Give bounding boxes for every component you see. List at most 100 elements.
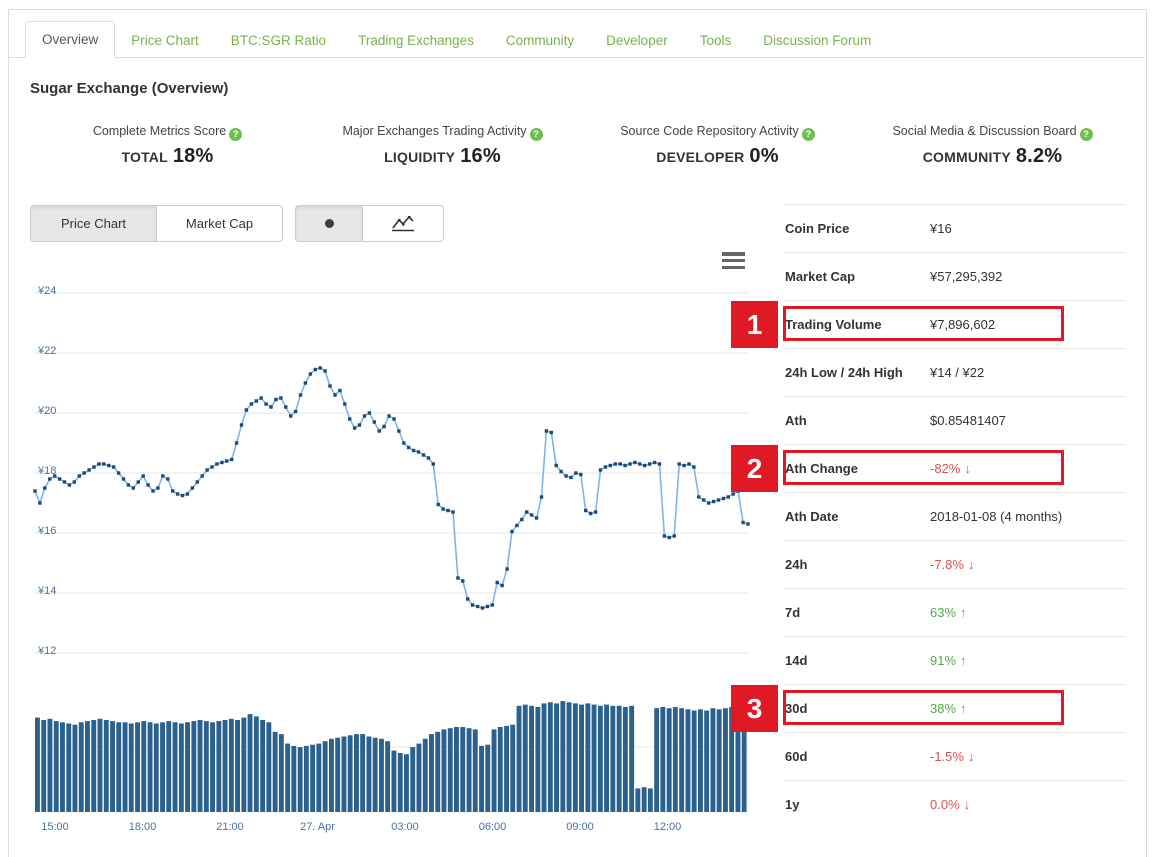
som-marker-2: 2 bbox=[731, 445, 778, 492]
tab-developer[interactable]: Developer bbox=[590, 23, 684, 58]
table-row-coin-price: Coin Price¥16 bbox=[785, 205, 1125, 253]
row-label: Coin Price bbox=[785, 221, 930, 236]
table-row-ath-date: Ath Date2018-01-08 (4 months) bbox=[785, 493, 1125, 541]
price-gridlines bbox=[35, 293, 748, 653]
metric-value-row: TOTAL 18% bbox=[30, 145, 305, 168]
metric-value: 0% bbox=[749, 145, 778, 167]
line-style-button[interactable] bbox=[362, 205, 444, 242]
metric-caption: Major Exchanges Trading Activity? bbox=[305, 124, 580, 141]
row-value: 91%↑ bbox=[930, 653, 967, 668]
metric-value-row: LIQUIDITY16% bbox=[305, 145, 580, 168]
question-icon[interactable]: ? bbox=[1080, 128, 1093, 141]
metrics-row: Complete Metrics Score? TOTAL 18% Major Exc… bbox=[30, 124, 1130, 168]
metric-community: Social Media & Discussion Board? COMMUNIT… bbox=[855, 124, 1130, 168]
metric-total: Complete Metrics Score? TOTAL 18% bbox=[30, 124, 305, 168]
table-row-24h: 24h-7.8%↓ bbox=[785, 541, 1125, 589]
tab-tools[interactable]: Tools bbox=[684, 23, 748, 58]
tab-discussion-forum[interactable]: Discussion Forum bbox=[747, 23, 887, 58]
metric-caption-text: Complete Metrics Score bbox=[93, 124, 226, 138]
row-label: 1y bbox=[785, 797, 930, 812]
x-axis-label: 06:00 bbox=[479, 821, 507, 833]
row-label: 60d bbox=[785, 749, 930, 764]
y-axis-label: ¥16 bbox=[38, 525, 78, 537]
row-label: Ath Date bbox=[785, 509, 930, 524]
price-chart-button[interactable]: Price Chart bbox=[30, 205, 157, 242]
metric-value-row: COMMUNITY 8.2% bbox=[855, 145, 1130, 168]
trend-down-icon: ↓ bbox=[968, 749, 975, 764]
price-line bbox=[35, 368, 748, 608]
tab-price-chart[interactable]: Price Chart bbox=[115, 23, 215, 58]
x-axis-label: 21:00 bbox=[216, 821, 244, 833]
row-value: ¥14 / ¥22 bbox=[930, 365, 984, 380]
y-axis-label: ¥14 bbox=[38, 585, 78, 597]
question-icon[interactable]: ? bbox=[229, 128, 242, 141]
metric-caption: Complete Metrics Score? bbox=[30, 124, 305, 141]
y-axis-label: ¥22 bbox=[38, 345, 78, 357]
stats-table: Coin Price¥16Market Cap¥57,295,392Tradin… bbox=[785, 204, 1125, 828]
row-label: 7d bbox=[785, 605, 930, 620]
x-axis-label: 12:00 bbox=[654, 821, 682, 833]
trend-up-icon: ↑ bbox=[960, 653, 967, 668]
row-value: $0.85481407 bbox=[930, 413, 1006, 428]
dot-icon bbox=[325, 219, 334, 228]
chart-style-toggle bbox=[295, 205, 444, 242]
question-icon[interactable]: ? bbox=[530, 128, 543, 141]
price-volume-chart: ¥24 ¥22 ¥20 ¥18 ¥16 ¥14 ¥12 15:00 18:00 21:00 27. … bbox=[30, 250, 756, 850]
y-axis-label: ¥20 bbox=[38, 405, 78, 417]
y-axis-label: ¥24 bbox=[38, 285, 78, 297]
question-icon[interactable]: ? bbox=[802, 128, 815, 141]
y-axis-label: ¥18 bbox=[38, 465, 78, 477]
metric-caption-text: Social Media & Discussion Board bbox=[892, 124, 1076, 138]
chart-series-toggle: Price ChartMarket Cap bbox=[30, 205, 283, 242]
volume-bars bbox=[35, 701, 747, 812]
som-box-2 bbox=[783, 450, 1064, 485]
dot-style-button[interactable] bbox=[295, 205, 363, 242]
metric-value-row: DEVELOPER 0% bbox=[580, 145, 855, 168]
metric-caption: Social Media & Discussion Board? bbox=[855, 124, 1130, 141]
metric-caption-text: Major Exchanges Trading Activity bbox=[342, 124, 526, 138]
table-row-ath: Ath$0.85481407 bbox=[785, 397, 1125, 445]
row-value: 63%↑ bbox=[930, 605, 967, 620]
tab-trading-exchanges[interactable]: Trading Exchanges bbox=[342, 23, 490, 58]
row-value: -1.5%↓ bbox=[930, 749, 974, 764]
volume-chart-svg bbox=[30, 688, 756, 818]
tab-community[interactable]: Community bbox=[490, 23, 590, 58]
tab-overview[interactable]: Overview bbox=[25, 21, 115, 58]
table-row-14d: 14d91%↑ bbox=[785, 637, 1125, 685]
trend-down-icon: ↓ bbox=[964, 797, 971, 812]
row-label: 24h bbox=[785, 557, 930, 572]
table-row-7d: 7d63%↑ bbox=[785, 589, 1125, 637]
row-label: 24h Low / 24h High bbox=[785, 365, 930, 380]
table-row-market-cap: Market Cap¥57,295,392 bbox=[785, 253, 1125, 301]
som-box-1 bbox=[783, 306, 1064, 341]
y-axis-label: ¥12 bbox=[38, 645, 78, 657]
metric-label: COMMUNITY bbox=[923, 149, 1011, 165]
row-value: 2018-01-08 (4 months) bbox=[930, 509, 1062, 524]
trend-up-icon: ↑ bbox=[960, 605, 967, 620]
price-markers bbox=[33, 366, 749, 609]
som-marker-1: 1 bbox=[731, 301, 778, 348]
row-value: ¥16 bbox=[930, 221, 952, 236]
metric-value: 18% bbox=[173, 145, 214, 167]
tab-btc-sgr-ratio[interactable]: BTC:SGR Ratio bbox=[215, 23, 342, 58]
market-cap-button[interactable]: Market Cap bbox=[156, 205, 283, 242]
row-label: Market Cap bbox=[785, 269, 930, 284]
row-label: Ath bbox=[785, 413, 930, 428]
page-title: Sugar Exchange (Overview) bbox=[30, 80, 228, 97]
som-box-3 bbox=[783, 690, 1064, 725]
line-chart-icon bbox=[391, 215, 415, 232]
row-label: 14d bbox=[785, 653, 930, 668]
trend-down-icon: ↓ bbox=[968, 557, 975, 572]
metric-liquidity: Major Exchanges Trading Activity? LIQUIDI… bbox=[305, 124, 580, 168]
x-axis-label: 27. Apr bbox=[300, 821, 335, 833]
metric-value: 8.2% bbox=[1016, 145, 1062, 167]
metric-value: 16% bbox=[460, 145, 501, 167]
metric-label: TOTAL bbox=[121, 149, 167, 165]
x-axis-label: 18:00 bbox=[129, 821, 157, 833]
x-axis-label: 15:00 bbox=[41, 821, 69, 833]
metric-caption-text: Source Code Repository Activity bbox=[620, 124, 799, 138]
metric-label: DEVELOPER bbox=[656, 149, 744, 165]
som-marker-3: 3 bbox=[731, 685, 778, 732]
table-row-1y: 1y0.0%↓ bbox=[785, 781, 1125, 828]
table-row-24h-low-24h-high: 24h Low / 24h High¥14 / ¥22 bbox=[785, 349, 1125, 397]
